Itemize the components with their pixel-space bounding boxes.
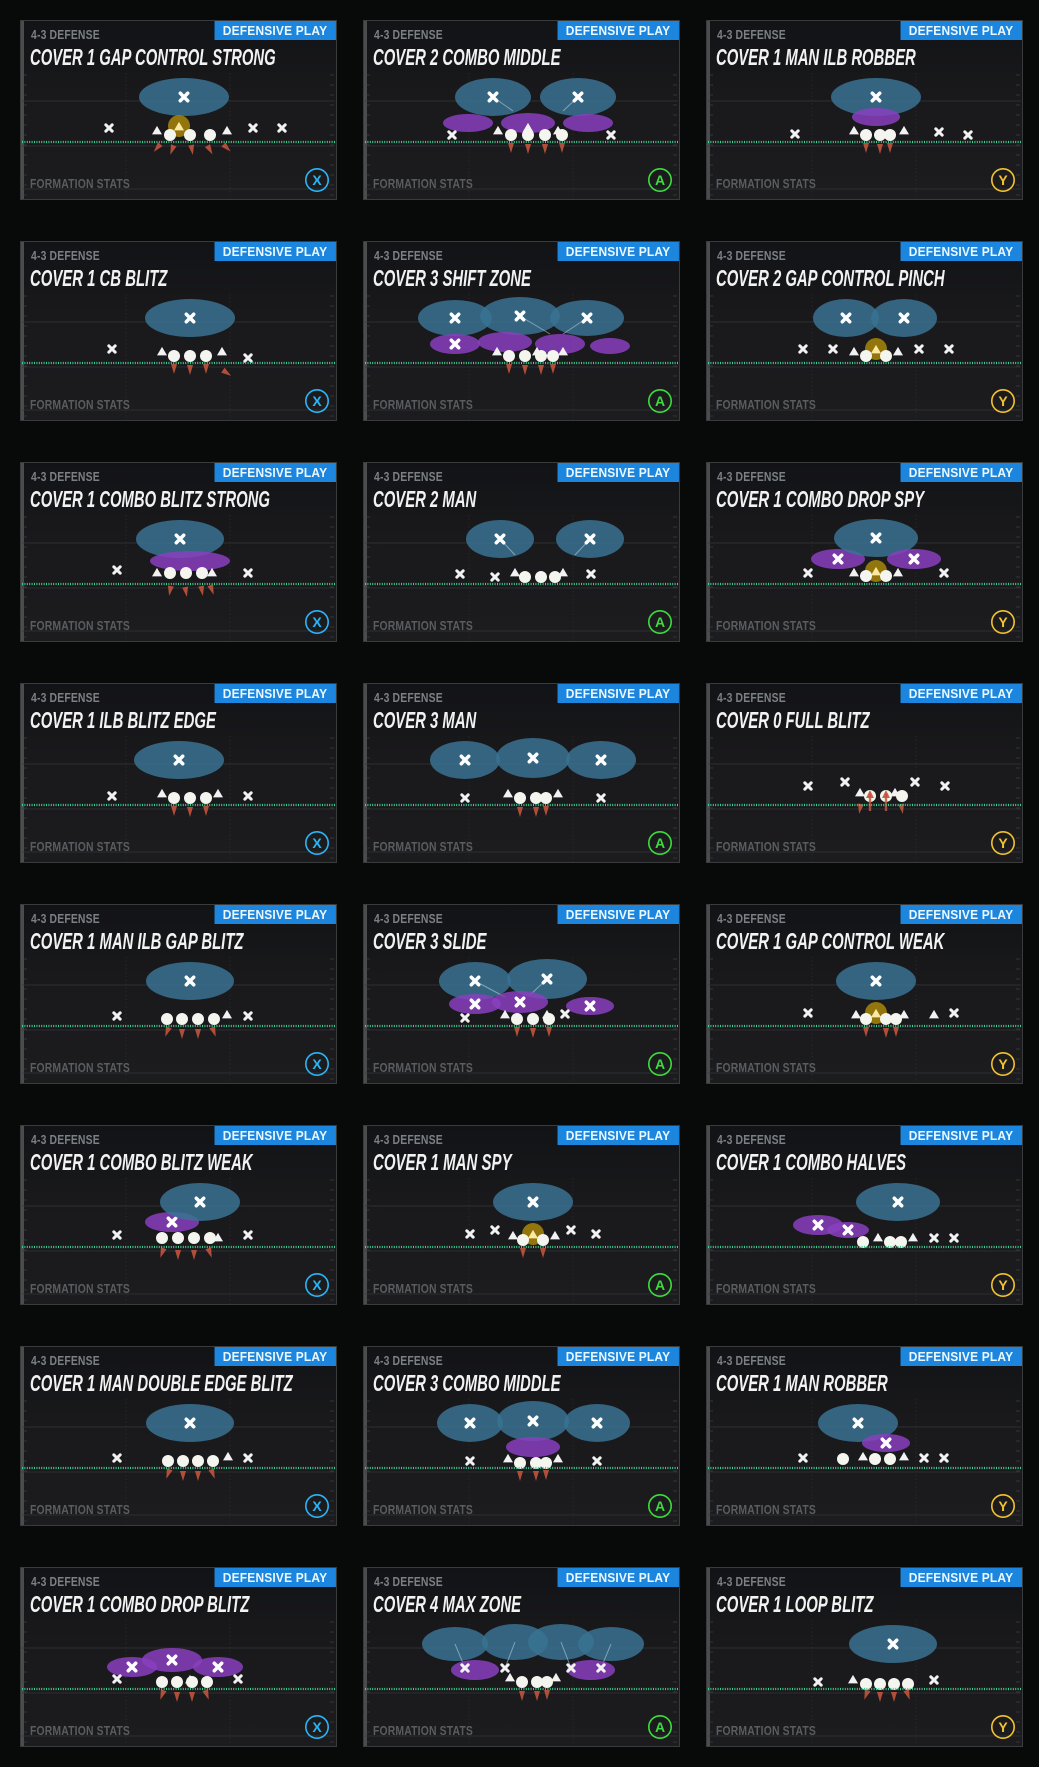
svg-text:X: X <box>312 1277 322 1293</box>
svg-text:A: A <box>655 835 665 851</box>
svg-text:X: X <box>312 1056 322 1072</box>
svg-text:COVER 1 COMBO HALVES: COVER 1 COMBO HALVES <box>716 1149 906 1175</box>
svg-text:Y: Y <box>998 835 1008 851</box>
svg-text:COVER 2 MAN: COVER 2 MAN <box>373 486 477 512</box>
svg-text:COVER 1 COMBO DROP BLITZ: COVER 1 COMBO DROP BLITZ <box>30 1591 250 1617</box>
svg-text:COVER 1 CB BLITZ: COVER 1 CB BLITZ <box>30 265 168 291</box>
svg-text:Y: Y <box>998 172 1008 188</box>
svg-text:COVER 1 MAN ILB GAP BLITZ: COVER 1 MAN ILB GAP BLITZ <box>30 928 244 954</box>
svg-text:A: A <box>655 172 665 188</box>
svg-text:A: A <box>655 1719 665 1735</box>
svg-text:COVER 3 MAN: COVER 3 MAN <box>373 707 477 733</box>
svg-text:COVER 1 MAN DOUBLE EDGE BLITZ: COVER 1 MAN DOUBLE EDGE BLITZ <box>30 1370 293 1396</box>
svg-text:COVER 1 GAP CONTROL STRONG: COVER 1 GAP CONTROL STRONG <box>30 44 276 70</box>
svg-text:COVER 1 COMBO BLITZ WEAK: COVER 1 COMBO BLITZ WEAK <box>30 1149 253 1175</box>
svg-text:COVER 3 COMBO MIDDLE: COVER 3 COMBO MIDDLE <box>373 1370 561 1396</box>
svg-text:A: A <box>655 1498 665 1514</box>
svg-text:COVER 1 MAN ROBBER: COVER 1 MAN ROBBER <box>716 1370 888 1396</box>
svg-text:Y: Y <box>998 1498 1008 1514</box>
svg-text:A: A <box>655 1277 665 1293</box>
svg-text:Y: Y <box>998 1056 1008 1072</box>
svg-text:COVER 1 MAN SPY: COVER 1 MAN SPY <box>373 1149 513 1175</box>
svg-text:COVER 1 MAN ILB ROBBER: COVER 1 MAN ILB ROBBER <box>716 44 916 70</box>
svg-text:COVER 1 LOOP BLITZ: COVER 1 LOOP BLITZ <box>716 1591 874 1617</box>
svg-text:X: X <box>312 1719 322 1735</box>
svg-text:COVER 0 FULL BLITZ: COVER 0 FULL BLITZ <box>716 707 870 733</box>
svg-text:Y: Y <box>998 1719 1008 1735</box>
svg-text:COVER 3 SHIFT ZONE: COVER 3 SHIFT ZONE <box>373 265 531 291</box>
svg-text:A: A <box>655 614 665 630</box>
svg-text:Y: Y <box>998 614 1008 630</box>
svg-text:X: X <box>312 1498 322 1514</box>
svg-text:COVER 1 COMBO BLITZ STRONG: COVER 1 COMBO BLITZ STRONG <box>30 486 270 512</box>
svg-text:COVER 2 GAP CONTROL PINCH: COVER 2 GAP CONTROL PINCH <box>716 265 945 291</box>
svg-text:X: X <box>312 393 322 409</box>
svg-text:COVER 3 SLIDE: COVER 3 SLIDE <box>373 928 487 954</box>
svg-text:X: X <box>312 172 322 188</box>
svg-text:Y: Y <box>998 393 1008 409</box>
svg-text:X: X <box>312 614 322 630</box>
svg-text:COVER 2 COMBO MIDDLE: COVER 2 COMBO MIDDLE <box>373 44 561 70</box>
svg-text:COVER 1 GAP CONTROL WEAK: COVER 1 GAP CONTROL WEAK <box>716 928 945 954</box>
svg-text:A: A <box>655 1056 665 1072</box>
svg-text:A: A <box>655 393 665 409</box>
svg-text:COVER 4 MAX ZONE: COVER 4 MAX ZONE <box>373 1591 521 1617</box>
svg-text:Y: Y <box>998 1277 1008 1293</box>
svg-text:COVER 1 ILB BLITZ EDGE: COVER 1 ILB BLITZ EDGE <box>30 707 216 733</box>
svg-text:COVER 1 COMBO DROP SPY: COVER 1 COMBO DROP SPY <box>716 486 926 512</box>
svg-text:X: X <box>312 835 322 851</box>
